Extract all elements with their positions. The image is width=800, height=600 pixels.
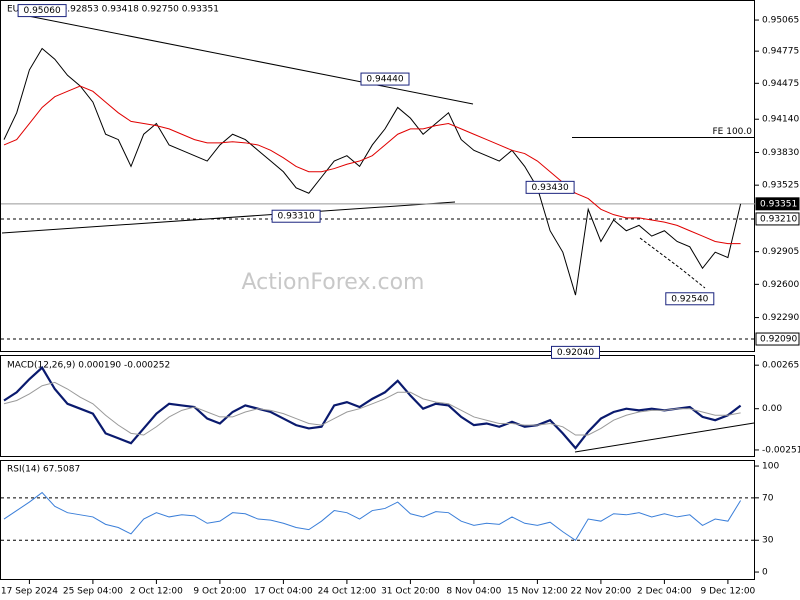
y-tick-label: 0.00265 [762, 361, 799, 371]
x-tick-label: 2 Oct 12:00 [130, 587, 183, 597]
x-tick-label: 17 Sep 2024 [1, 587, 58, 597]
y-tick-label: 0.93830 [762, 148, 799, 158]
x-tick-label: 9 Dec 12:00 [700, 587, 755, 597]
y-tick-label: 0.92905 [762, 247, 799, 257]
series-line [3, 47, 742, 296]
level-label: FE 100.0 [713, 127, 753, 137]
level-box [755, 332, 800, 346]
y-tick-label: 30 [762, 536, 774, 546]
annotation-label: 0.93430 [531, 183, 568, 193]
y-tick-label: 0.95065 [762, 16, 799, 26]
x-tick-label: 24 Oct 12:00 [318, 587, 377, 597]
x-tick-label: 22 Nov 20:00 [571, 587, 632, 597]
annotation-label: 0.95060 [23, 6, 60, 16]
chart-title: RSI(14) 67.5087 [7, 465, 80, 475]
annotation-label: 0.92540 [671, 294, 708, 304]
annotation-box [17, 4, 67, 18]
x-tick-label: 17 Oct 04:00 [254, 587, 313, 597]
annotation-box [551, 345, 600, 359]
x-tick-label: 15 Nov 12:00 [507, 587, 568, 597]
y-tick-label: 0.92290 [762, 313, 799, 323]
series-line [3, 381, 741, 436]
series-line [3, 85, 741, 245]
x-tick-label: 25 Sep 04:00 [63, 587, 123, 597]
y-tick-label: 0.94475 [762, 79, 799, 89]
x-tick-label: 8 Nov 04:00 [446, 587, 501, 597]
x-tick-label: 9 Oct 20:00 [193, 587, 246, 597]
annotation-box [525, 180, 575, 194]
annotation-label: 0.93310 [277, 212, 314, 222]
watermark: ActionForex.com [242, 270, 425, 295]
annotation-label: 0.92040 [557, 348, 594, 358]
level-label: 0.92090 [760, 335, 797, 345]
macd-panel [0, 355, 755, 457]
level-box [755, 212, 800, 226]
level-label: 0.93210 [760, 214, 797, 224]
y-tick-label: 0 [762, 568, 768, 578]
level-label: 0.93351 [760, 199, 797, 209]
trendline [1, 201, 456, 234]
x-tick-label: 31 Oct 20:00 [381, 587, 440, 597]
series-line [3, 491, 742, 541]
annotation-box [665, 292, 715, 306]
y-tick-label: 0.00 [762, 404, 782, 414]
annotation-label: 0.94440 [366, 75, 403, 85]
y-tick-label: 0.94140 [762, 115, 799, 125]
main-panel [0, 0, 755, 352]
trendline [574, 422, 755, 453]
y-tick-label: 0.94775 [762, 47, 799, 57]
chart-title: MACD(12,26,9) 0.000190 -0.000252 [7, 361, 170, 371]
series-line [3, 365, 742, 450]
y-tick-label: 0.92600 [762, 280, 799, 290]
y-tick-label: 70 [762, 493, 774, 503]
y-tick-label: 100 [762, 462, 779, 472]
trendline [17, 13, 474, 105]
level-box [755, 197, 800, 211]
chart-title: EURCHF,H4 0.92853 0.93418 0.92750 0.9335… [7, 5, 219, 15]
trendline [639, 237, 706, 289]
annotation-box [271, 209, 321, 223]
x-tick-label: 2 Dec 04:00 [637, 587, 692, 597]
y-tick-label: 0.93525 [762, 181, 799, 191]
rsi-panel [0, 460, 755, 580]
annotation-box [360, 72, 410, 86]
